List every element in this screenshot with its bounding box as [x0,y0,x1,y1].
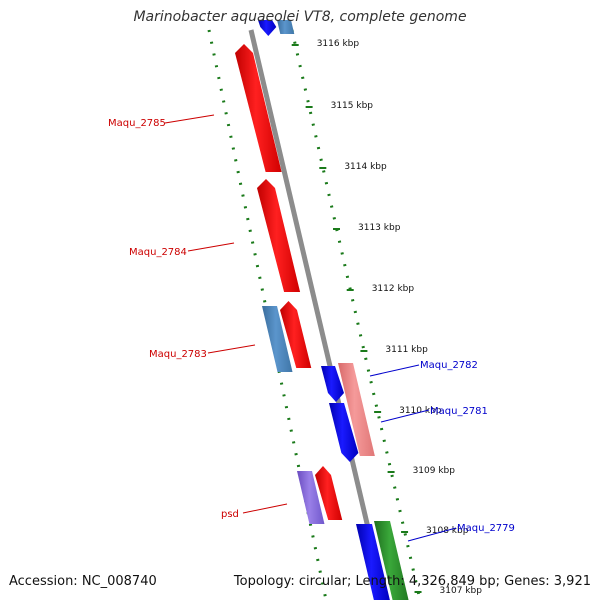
genome-backbone [248,29,388,600]
kbp-tick-label: 3111 kbp [385,345,428,355]
gene-label-left[interactable]: psd [221,509,239,520]
gene-top-blue[interactable] [258,20,277,36]
leader-line [164,114,215,124]
gene-maqu-2779-blue[interactable] [356,524,390,600]
gene-label-right[interactable]: Maqu_2782 [420,360,478,371]
left-outer-guide [207,29,328,600]
kbp-tick-label: 3109 kbp [413,466,456,476]
kbp-tick-label: 3108 kbp [426,526,469,536]
gene-maqu-2781[interactable] [329,403,359,462]
accession-text: Accession: NC_008740 [9,574,157,589]
leader-line [380,409,430,423]
kbp-tick-label: 3110 kbp [399,406,442,416]
kbp-tick-label: 3107 kbp [440,586,483,596]
topology-summary: Topology: circular; Length: 4,326,849 bp… [233,574,591,589]
gene-maqu-2779-green[interactable] [374,521,409,600]
kbp-tick-label: 3116 kbp [317,39,360,49]
gene-maqu-2782[interactable] [321,366,344,402]
gene-label-right[interactable]: Maqu_2781 [430,406,488,417]
leader-line [407,527,457,542]
gene-maqu-2784[interactable] [257,179,301,292]
gene-pink-1[interactable] [338,363,375,456]
kbp-tick-label: 3114 kbp [344,162,387,172]
right-outer-guide [290,29,422,600]
gene-maqu-2783[interactable] [280,301,312,368]
gene-label-left[interactable]: Maqu_2785 [108,118,166,129]
genome-title: Marinobacter aquaeolei VT8, complete gen… [133,9,467,25]
kbp-tick-label: 3112 kbp [372,284,415,294]
gene-layer [235,20,409,600]
tick-layer: 3116 kbp 3115 kbp 3114 kbp 3113 kbp 3112 kbp… [291,39,483,596]
leader-line [207,344,256,354]
gene-label-left[interactable]: Maqu_2783 [149,349,207,360]
gene-label-right[interactable]: Maqu_2779 [457,523,515,534]
leader-line [242,503,288,514]
gene-purple-psd[interactable] [297,471,325,524]
gene-steel-1[interactable] [262,306,293,372]
leader-line [369,364,420,377]
gene-psd-red[interactable] [315,466,343,520]
gene-maqu-2785[interactable] [235,44,282,172]
kbp-tick-label: 3113 kbp [358,223,401,233]
kbp-tick-label: 3115 kbp [331,101,374,111]
gene-top-steel[interactable] [277,20,295,34]
gene-label-left[interactable]: Maqu_2784 [129,247,187,258]
leader-line [187,242,235,252]
